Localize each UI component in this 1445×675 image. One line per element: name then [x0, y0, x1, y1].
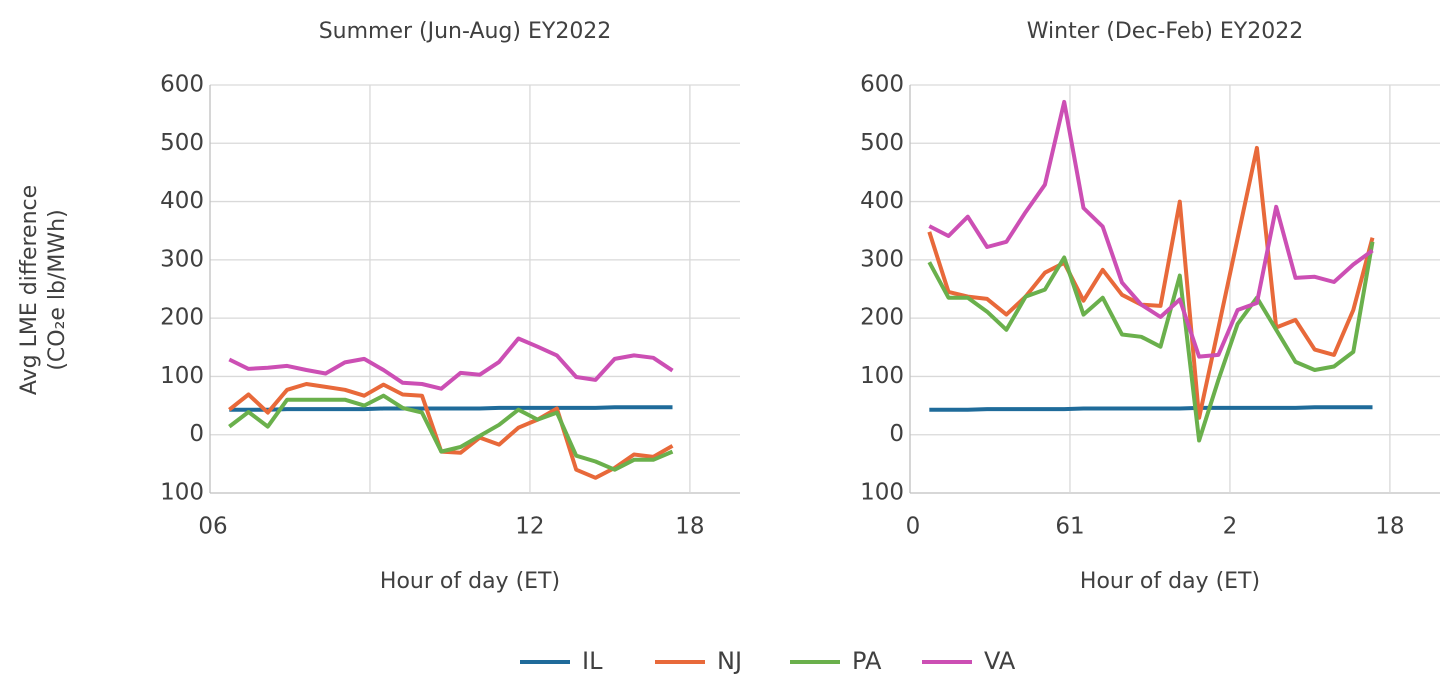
legend-label: PA: [852, 647, 882, 675]
chart-title: Winter (Dec-Feb) EY2022: [1027, 19, 1303, 44]
series-line: [229, 405, 673, 412]
x-tick-label: 0: [906, 514, 921, 540]
x-tick-label: 06: [198, 514, 227, 540]
y-tick-label: 500: [860, 130, 904, 156]
x-tick-label: 2: [1223, 514, 1238, 540]
y-tick-label: 400: [160, 188, 204, 214]
x-tick-label: 18: [1375, 514, 1404, 540]
y-tick-label: 600: [860, 72, 904, 98]
legend-label: IL: [582, 647, 603, 675]
legend-label: NJ: [717, 647, 742, 675]
y-tick-label: 200: [160, 305, 204, 331]
x-tick-label: 61: [1055, 514, 1084, 540]
y-tick-label: 300: [860, 246, 904, 272]
y-axis-title: Avg LME difference: [17, 185, 42, 395]
y-tick-label: 100: [860, 363, 904, 389]
x-tick-label: 18: [675, 514, 704, 540]
y-tick-label: 300: [160, 246, 204, 272]
y-tick-label: 400: [860, 188, 904, 214]
series-line: [927, 145, 1375, 420]
x-axis-title: Hour of day (ET): [380, 569, 560, 594]
series-line: [228, 336, 674, 391]
y-axis-title: (CO₂e lb/MWh): [45, 209, 70, 370]
series-line: [927, 241, 1375, 443]
y-tick-label: 100: [860, 480, 904, 506]
y-tick-label: 200: [860, 305, 904, 331]
series-line: [928, 99, 1374, 359]
series-line: [228, 393, 674, 472]
y-tick-label: 500: [160, 130, 204, 156]
series-line: [228, 382, 674, 480]
chart-title: Summer (Jun-Aug) EY2022: [319, 19, 612, 44]
x-tick-label: 12: [515, 514, 544, 540]
y-tick-label: 100: [160, 480, 204, 506]
series-line: [929, 405, 1373, 412]
x-axis-title: Hour of day (ET): [1080, 569, 1260, 594]
y-tick-label: 0: [189, 421, 204, 447]
legend-label: VA: [984, 647, 1016, 675]
y-tick-label: 0: [889, 421, 904, 447]
y-tick-label: 600: [160, 72, 204, 98]
y-tick-label: 100: [160, 363, 204, 389]
